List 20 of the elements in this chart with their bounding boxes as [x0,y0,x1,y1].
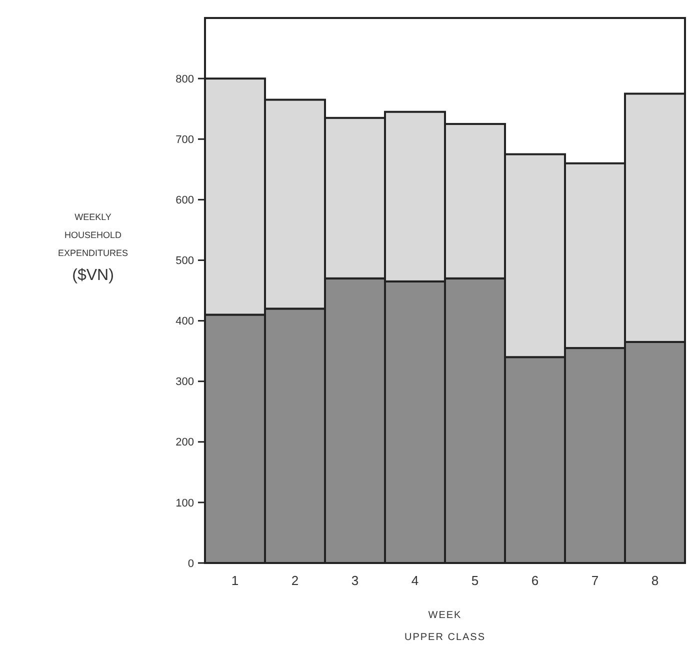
y-tick-label: 300 [176,376,194,388]
x-tick-label: 2 [291,573,299,588]
x-tick-label: 7 [591,573,599,588]
x-axis-title: WEEK [428,610,462,621]
text: UPPER CLASS [404,632,486,643]
y-tick-label: 100 [176,497,194,510]
y-tick-label: 800 [176,73,194,86]
y-tick-label: 200 [176,436,194,449]
x-tick-label: 6 [531,573,539,588]
x-tick-label: 3 [351,573,359,588]
y-tick-label: 400 [176,316,194,328]
y-tick-label: 0 [188,558,194,570]
x-tick-label: 5 [471,573,479,588]
x-tick-label: 4 [411,573,419,588]
x-tick-label: 8 [651,573,659,588]
x-tick-label: 1 [231,573,239,588]
y-tick-label: 500 [176,255,194,268]
y-tick-label: 600 [176,194,194,207]
y-tick-label: 700 [176,134,194,146]
y-axis-title: WEEKLY HOUSEHOLD EXPENDITURES ($VN) [58,212,128,284]
